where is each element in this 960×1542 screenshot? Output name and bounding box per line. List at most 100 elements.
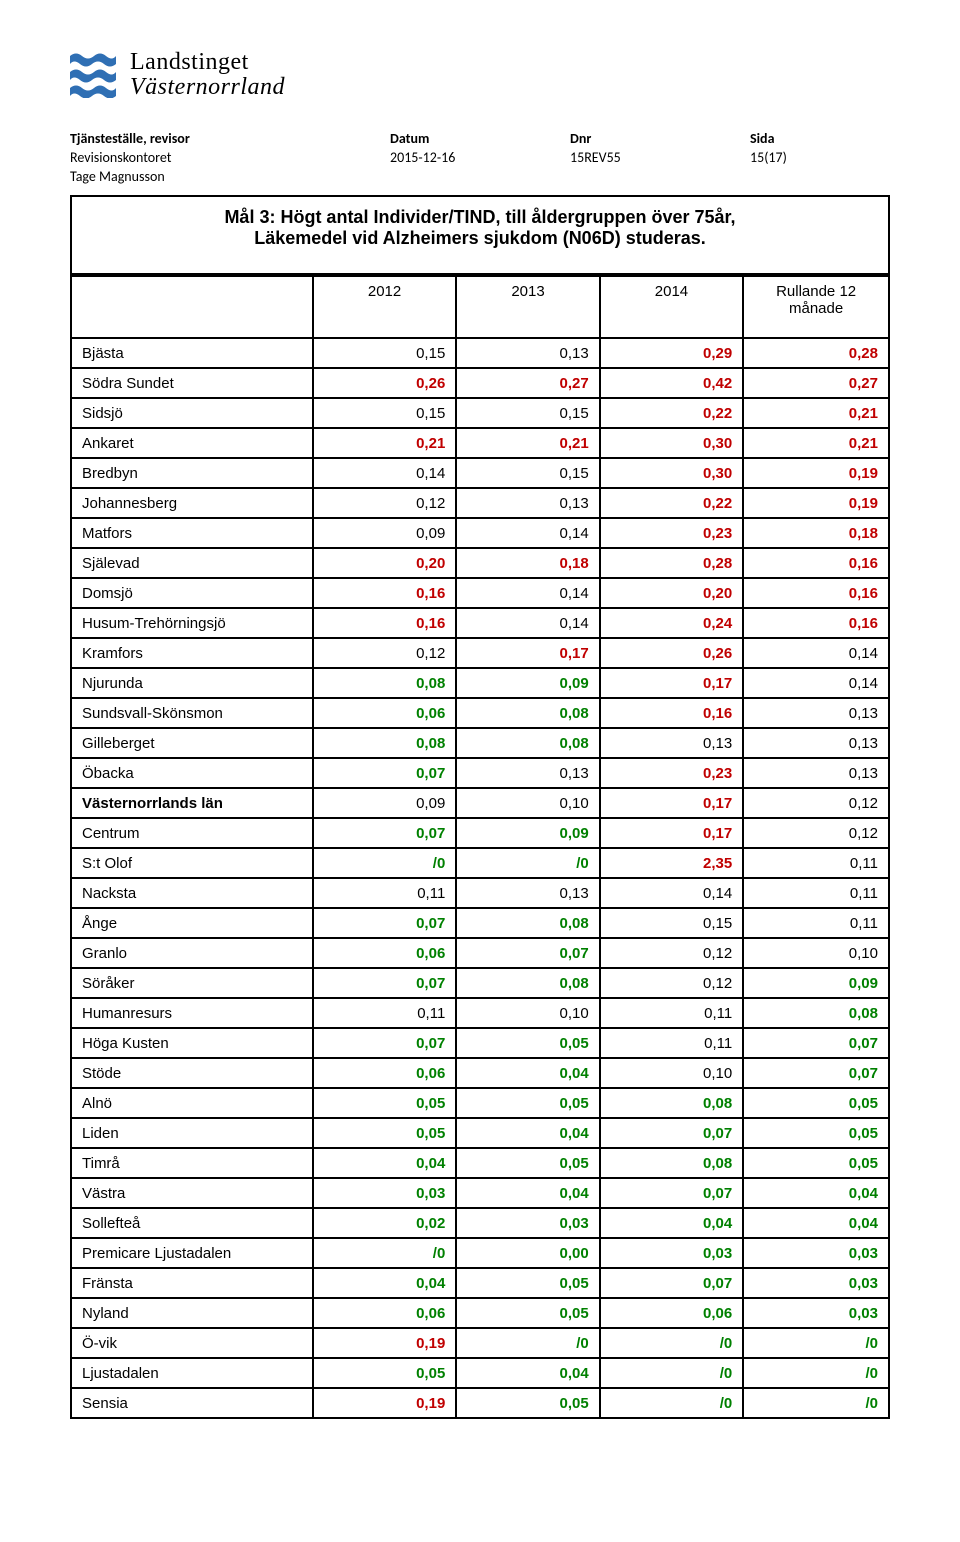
cell-value: /0 (313, 848, 456, 878)
cell-value: 0,15 (600, 908, 743, 938)
logo-line2: Västernorrland (130, 75, 285, 100)
meta-r1c1: Revisionskontoret (70, 149, 390, 166)
cell-value: 0,18 (456, 548, 599, 578)
cell-value: 0,04 (313, 1148, 456, 1178)
row-label: Ånge (71, 908, 313, 938)
cell-value: 0,09 (313, 518, 456, 548)
table-row: Nyland0,060,050,060,03 (71, 1298, 889, 1328)
cell-value: 0,10 (456, 998, 599, 1028)
cell-value: 0,07 (600, 1268, 743, 1298)
table-row: Matfors0,090,140,230,18 (71, 518, 889, 548)
cell-value: 0,42 (600, 368, 743, 398)
cell-value: 0,28 (743, 338, 889, 368)
cell-value: 0,07 (313, 1028, 456, 1058)
cell-value: /0 (600, 1388, 743, 1418)
cell-value: 0,07 (743, 1028, 889, 1058)
cell-value: 0,06 (313, 698, 456, 728)
title-line1: Mål 3: Högt antal Individer/TIND, till å… (102, 207, 858, 228)
cell-value: 0,04 (743, 1208, 889, 1238)
row-label: Matfors (71, 518, 313, 548)
row-label: Söråker (71, 968, 313, 998)
row-label: Västra (71, 1178, 313, 1208)
cell-value: 0,26 (313, 368, 456, 398)
cell-value: 0,22 (600, 398, 743, 428)
cell-value: 0,05 (456, 1148, 599, 1178)
logo-text: Landstinget Västernorrland (130, 50, 285, 100)
cell-value: 0,12 (313, 488, 456, 518)
cell-value: 0,03 (743, 1268, 889, 1298)
row-label: Sidsjö (71, 398, 313, 428)
cell-value: 0,07 (313, 908, 456, 938)
cell-value: 0,27 (456, 368, 599, 398)
cell-value: 0,11 (743, 908, 889, 938)
meta-r1c2: 2015-12-16 (390, 149, 570, 166)
meta-h3: Dnr (570, 130, 750, 147)
cell-value: 0,06 (600, 1298, 743, 1328)
cell-value: 0,03 (743, 1238, 889, 1268)
cell-value: 0,10 (456, 788, 599, 818)
cell-value: 0,09 (313, 788, 456, 818)
cell-value: 0,16 (743, 548, 889, 578)
row-label: Själevad (71, 548, 313, 578)
table-row: Ånge0,070,080,150,11 (71, 908, 889, 938)
table-row: Ljustadalen0,050,04/0/0 (71, 1358, 889, 1388)
meta-r1c3: 15REV55 (570, 149, 750, 166)
table-row: Sollefteå0,020,030,040,04 (71, 1208, 889, 1238)
table-row: Domsjö0,160,140,200,16 (71, 578, 889, 608)
cell-value: 0,08 (456, 698, 599, 728)
cell-value: 0,05 (313, 1358, 456, 1388)
row-label: Sensia (71, 1388, 313, 1418)
cell-value: 0,08 (456, 908, 599, 938)
table-row: Johannesberg0,120,130,220,19 (71, 488, 889, 518)
cell-value: 0,15 (456, 458, 599, 488)
table-row: Själevad0,200,180,280,16 (71, 548, 889, 578)
cell-value: 0,14 (456, 608, 599, 638)
logo-line1: Landstinget (130, 50, 285, 75)
table-row: Höga Kusten0,070,050,110,07 (71, 1028, 889, 1058)
cell-value: 0,13 (456, 758, 599, 788)
cell-value: 0,08 (600, 1148, 743, 1178)
cell-value: 0,16 (743, 608, 889, 638)
cell-value: /0 (600, 1328, 743, 1358)
cell-value: 0,19 (313, 1328, 456, 1358)
cell-value: 0,13 (743, 728, 889, 758)
cell-value: 0,24 (600, 608, 743, 638)
cell-value: 0,04 (743, 1178, 889, 1208)
col-2014: 2014 (600, 276, 743, 338)
meta-row1: Revisionskontoret 2015-12-16 15REV55 15(… (70, 149, 890, 166)
cell-value: 0,11 (600, 998, 743, 1028)
cell-value: 2,35 (600, 848, 743, 878)
logo: Landstinget Västernorrland (70, 50, 890, 100)
cell-value: 0,30 (600, 458, 743, 488)
row-label: Fränsta (71, 1268, 313, 1298)
cell-value: 0,09 (456, 668, 599, 698)
cell-value: 0,19 (743, 458, 889, 488)
cell-value: 0,08 (456, 968, 599, 998)
cell-value: 0,14 (743, 638, 889, 668)
cell-value: 0,11 (313, 998, 456, 1028)
row-label: Gilleberget (71, 728, 313, 758)
cell-value: 0,21 (743, 398, 889, 428)
cell-value: 0,13 (456, 878, 599, 908)
cell-value: 0,14 (456, 518, 599, 548)
table-row: Södra Sundet0,260,270,420,27 (71, 368, 889, 398)
cell-value: /0 (456, 848, 599, 878)
cell-value: 0,05 (743, 1088, 889, 1118)
cell-value: /0 (313, 1238, 456, 1268)
table-row: Liden0,050,040,070,05 (71, 1118, 889, 1148)
cell-value: /0 (743, 1388, 889, 1418)
table-row: Ankaret0,210,210,300,21 (71, 428, 889, 458)
cell-value: 0,09 (743, 968, 889, 998)
table-row: Humanresurs0,110,100,110,08 (71, 998, 889, 1028)
cell-value: 0,03 (313, 1178, 456, 1208)
cell-value: 0,19 (313, 1388, 456, 1418)
cell-value: 0,21 (313, 428, 456, 458)
cell-value: 0,10 (600, 1058, 743, 1088)
table-body: Bjästa0,150,130,290,28Södra Sundet0,260,… (71, 338, 889, 1418)
row-label: Ljustadalen (71, 1358, 313, 1388)
table-row: Bredbyn0,140,150,300,19 (71, 458, 889, 488)
cell-value: 0,19 (743, 488, 889, 518)
cell-value: 0,04 (456, 1058, 599, 1088)
cell-value: 0,30 (600, 428, 743, 458)
cell-value: 0,07 (743, 1058, 889, 1088)
